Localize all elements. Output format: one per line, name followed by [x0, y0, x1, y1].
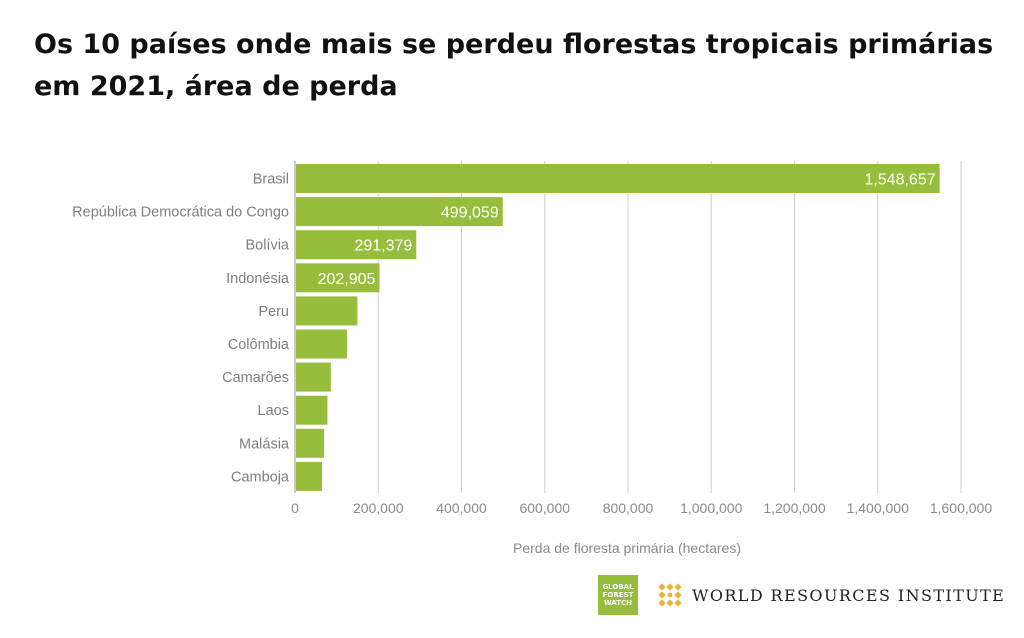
x-axis-label: Perda de floresta primária (hectares) [513, 540, 741, 556]
gfw-logo-line: GLOBAL [602, 583, 634, 591]
bars [296, 164, 940, 491]
x-tick-label: 1,000,000 [680, 500, 742, 516]
bar [296, 428, 325, 458]
category-label: Camboja [231, 469, 290, 485]
x-tick-label: 1,400,000 [847, 500, 909, 516]
global-forest-watch-logo: GLOBAL FOREST WATCH [598, 575, 638, 615]
category-label: Indonésia [226, 271, 290, 287]
data-labels: 1,548,657 499,059 291,379 202,905 [318, 172, 936, 288]
x-tick-label: 0 [291, 500, 299, 516]
wri-emblem-mark [658, 591, 666, 599]
category-label: Colômbia [228, 337, 290, 353]
data-label: 202,905 [318, 271, 376, 288]
bar [296, 230, 417, 260]
category-label: República Democrática do Congo [72, 205, 289, 221]
chart-title: Os 10 países onde mais se perdeu florest… [34, 29, 994, 102]
x-tick-label: 800,000 [603, 500, 654, 516]
category-label: Camarões [222, 370, 289, 386]
data-label: 499,059 [441, 205, 499, 222]
logos: GLOBAL FOREST WATCH WORLD RESOURCES INST… [598, 575, 1005, 615]
wri-emblem-mark [674, 583, 682, 591]
x-tick-label: 1,600,000 [930, 500, 992, 516]
bar [296, 263, 380, 293]
gfw-logo-line: WATCH [603, 599, 633, 607]
wri-logo: WORLD RESOURCES INSTITUTE [656, 581, 1005, 609]
wri-emblem-icon [658, 583, 682, 607]
wri-emblem-mark [674, 599, 682, 607]
data-label: 291,379 [354, 238, 412, 255]
wri-logo-label: WORLD RESOURCES INSTITUTE [692, 585, 1006, 605]
bar [296, 329, 348, 359]
category-label: Brasil [253, 172, 289, 188]
wri-emblem-mark [667, 592, 673, 598]
wri-emblem-mark [658, 583, 666, 591]
x-tick-label: 200,000 [353, 500, 404, 516]
x-tick-label: 400,000 [436, 500, 487, 516]
gfw-logo-line: FOREST [602, 591, 634, 599]
bar [296, 197, 503, 227]
bar [296, 395, 328, 425]
category-label: Peru [258, 304, 289, 320]
x-tick-labels: 0 200,000 400,000 600,000 800,000 1,000,000 1,… [291, 500, 992, 516]
gridlines [294, 161, 962, 493]
wri-emblem-mark [666, 583, 674, 591]
category-label: Bolívia [245, 238, 289, 254]
bar [296, 461, 323, 491]
bar [296, 296, 358, 326]
category-label: Laos [258, 403, 289, 419]
wri-emblem-mark [666, 599, 674, 607]
category-labels: Brasil República Democrática do Congo Bolí… [72, 172, 290, 486]
bar [296, 362, 331, 392]
category-label: Malásia [239, 436, 290, 452]
bar [296, 164, 940, 193]
x-tick-label: 600,000 [519, 500, 570, 516]
x-tick-label: 1,200,000 [763, 500, 825, 516]
bar-chart: Brasil República Democrática do Congo Bolí… [72, 161, 992, 556]
wri-emblem-mark [674, 591, 682, 599]
wri-emblem-mark [658, 599, 666, 607]
data-label: 1,548,657 [864, 172, 935, 189]
